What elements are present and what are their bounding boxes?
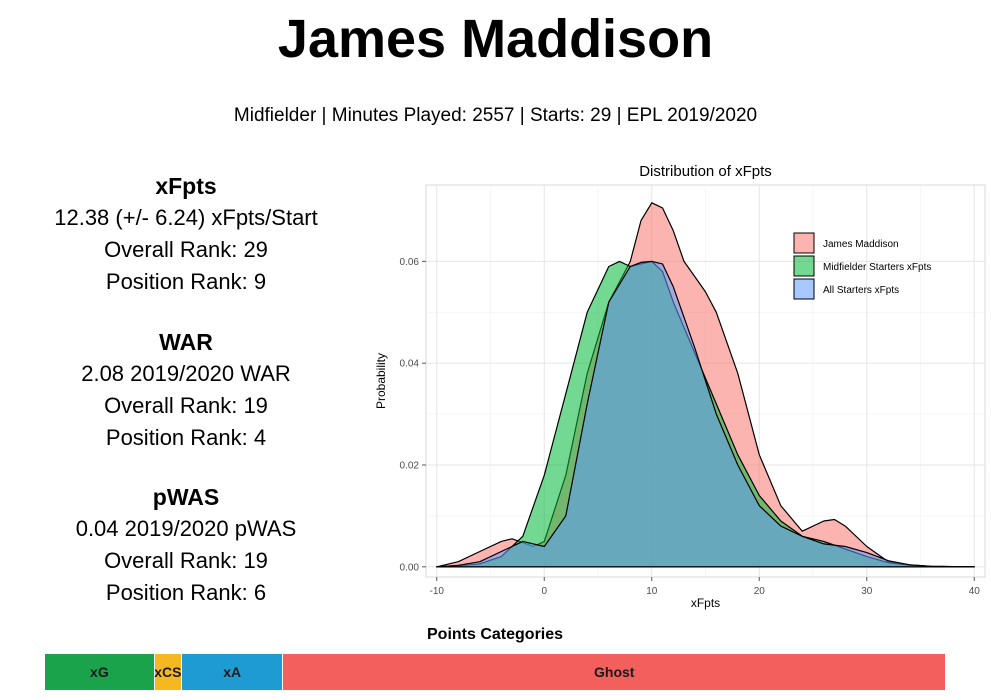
- y-tick-label: 0.00: [400, 562, 420, 573]
- points-categories-bar: xG xCS xA Ghost: [45, 654, 945, 690]
- category-segment-xa: xA: [181, 654, 284, 690]
- points-categories-title: Points Categories: [427, 626, 564, 643]
- y-tick-label: 0.06: [400, 257, 420, 268]
- stat-line: Position Rank: 9: [105, 269, 267, 294]
- stat-line: Position Rank: 6: [105, 580, 267, 605]
- stat-line: 0.04 2019/2020 pWAS: [75, 516, 297, 541]
- x-tick-label: 40: [969, 586, 981, 597]
- legend-key-0: [793, 232, 815, 254]
- density-area-2: [436, 260, 975, 568]
- xfpts-distribution-chart: -10 0 10 20 30 40 0.00 0.02 0.04 0.06 Distribution…: [374, 163, 986, 610]
- legend-key-2: [793, 278, 815, 300]
- legend-label: James Maddison: [823, 239, 899, 250]
- stat-line: Position Rank: 4: [105, 425, 267, 450]
- war-stat-block: WAR 2.08 2019/2020 WAR Overall Rank: 19 …: [0, 326, 372, 454]
- player-subtitle: Midfielder | Minutes Played: 2557 | Star…: [233, 105, 758, 126]
- x-tick-label: 20: [754, 586, 766, 597]
- legend-label: Midfielder Starters xFpts: [823, 262, 931, 273]
- x-tick-label: 30: [861, 586, 873, 597]
- x-axis-label: xFpts: [691, 596, 720, 610]
- y-tick-label: 0.04: [400, 359, 420, 370]
- stat-line: 12.38 (+/- 6.24) xFpts/Start: [54, 205, 318, 230]
- stat-header: WAR: [159, 329, 213, 355]
- y-axis-label: Probability: [374, 353, 388, 409]
- pwas-stat-block: pWAS 0.04 2019/2020 pWAS Overall Rank: 1…: [0, 481, 372, 609]
- legend-label: All Starters xFpts: [823, 285, 899, 296]
- xfpts-stat-block: xFpts 12.38 (+/- 6.24) xFpts/Start Overa…: [0, 170, 372, 298]
- category-segment-xg: xG: [45, 654, 155, 690]
- x-tick-label: 10: [646, 586, 658, 597]
- x-tick-label: 0: [541, 586, 547, 597]
- category-segment-ghost: Ghost: [283, 654, 945, 690]
- stat-header: pWAS: [152, 484, 220, 510]
- legend-key-1: [793, 255, 815, 277]
- category-segment-xcs: xCS: [154, 654, 182, 690]
- player-name: James Maddison: [277, 9, 714, 69]
- y-tick-label: 0.02: [400, 461, 420, 472]
- stat-line: Overall Rank: 19: [104, 393, 268, 418]
- x-tick-label: -10: [430, 586, 445, 597]
- chart-title: Distribution of xFpts: [639, 163, 772, 180]
- stat-line: 2.08 2019/2020 WAR: [81, 361, 291, 386]
- stat-line: Overall Rank: 29: [104, 237, 268, 262]
- stat-header: xFpts: [155, 173, 217, 199]
- stat-line: Overall Rank: 19: [104, 548, 268, 573]
